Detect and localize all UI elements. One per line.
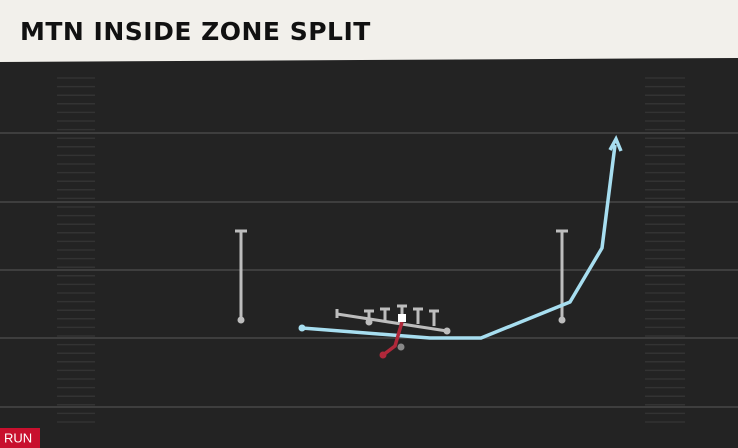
tag-box [0, 428, 40, 448]
qb-dot [379, 351, 387, 359]
qb-path [381, 321, 404, 357]
route-arrow [608, 134, 623, 152]
center [398, 314, 406, 322]
lineman-dot [365, 318, 373, 326]
lineman-dot [443, 327, 451, 335]
tag-label: RUN [4, 430, 32, 445]
back-dot [397, 343, 405, 351]
header-bar [0, 0, 738, 62]
receiver-right-dot [558, 316, 566, 324]
line-slant [336, 312, 448, 333]
route [301, 144, 617, 340]
receiver-left-dot [237, 316, 245, 324]
play-title: MTN INSIDE ZONE SPLIT [20, 17, 371, 46]
field-lines [0, 77, 738, 423]
route-start [298, 324, 306, 332]
